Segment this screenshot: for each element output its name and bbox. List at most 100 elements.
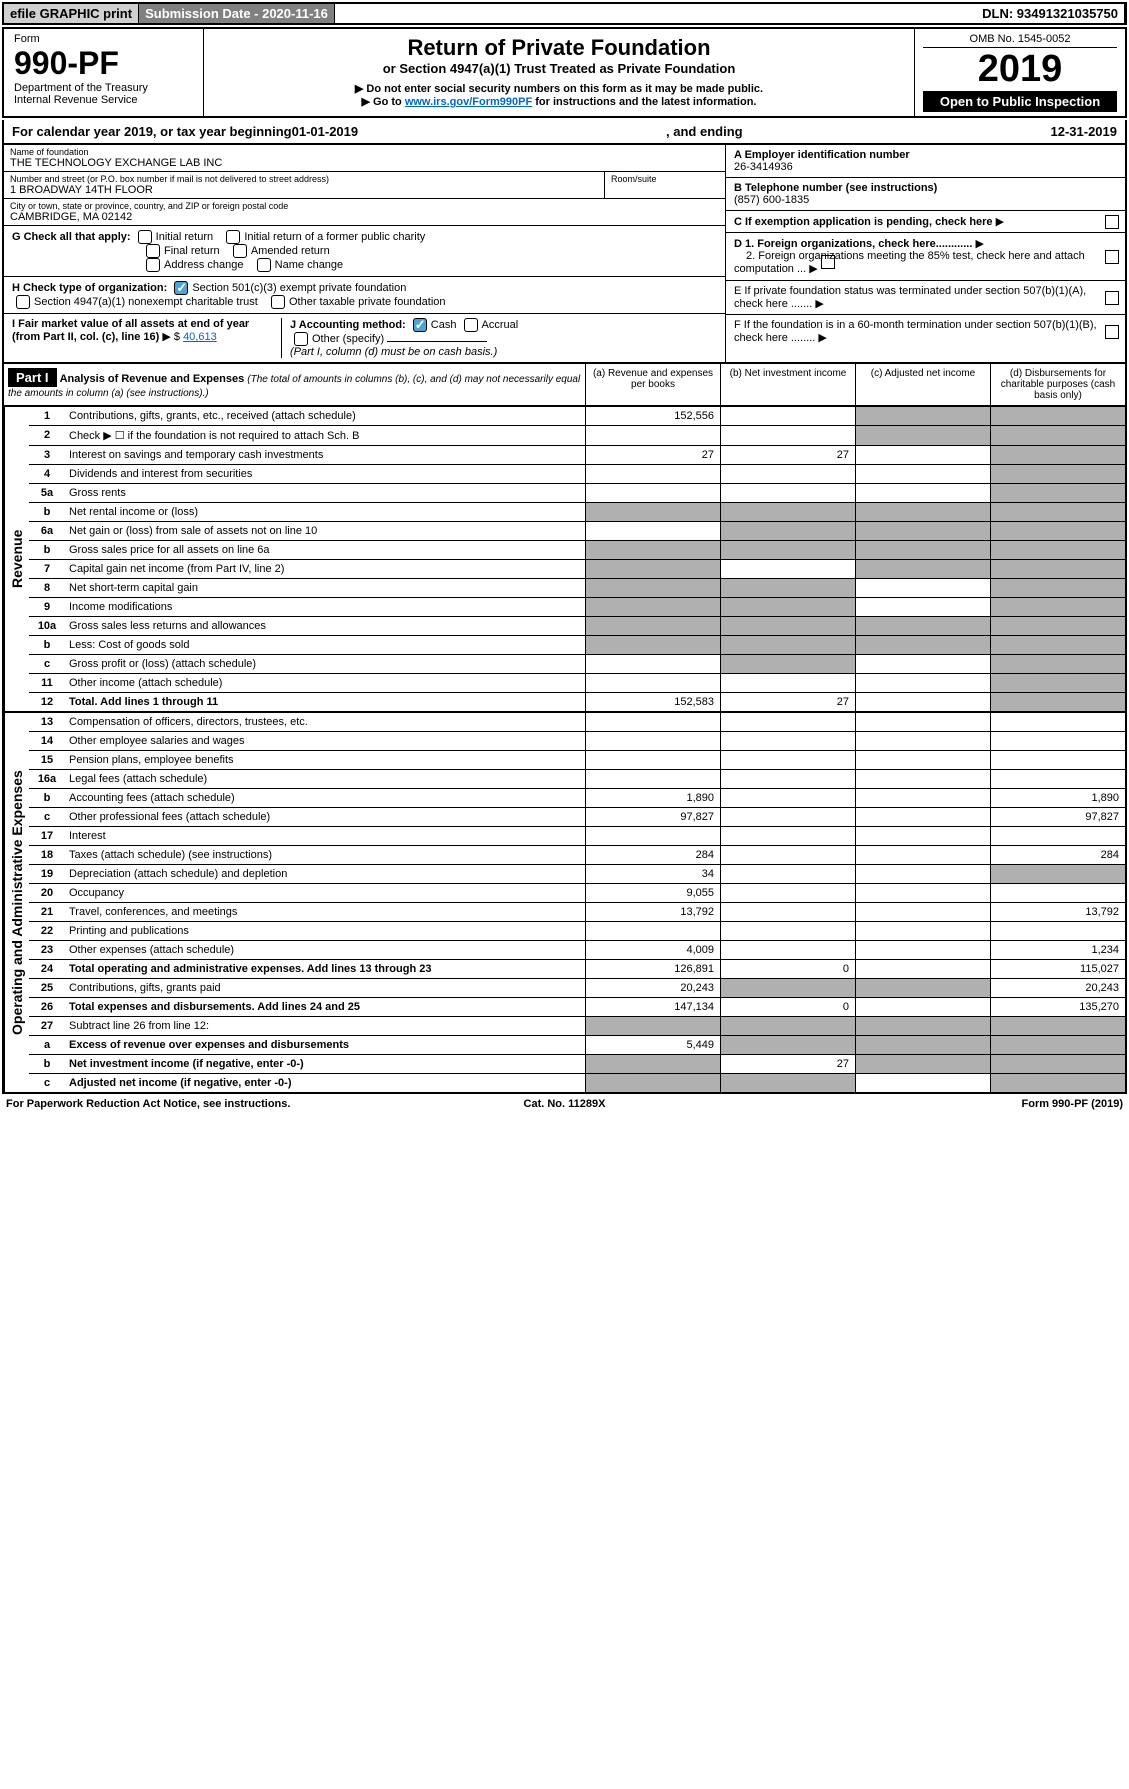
calyear-end: 12-31-2019: [1051, 124, 1118, 139]
value-cell-d: 1,234: [990, 941, 1125, 959]
value-cell-c: [855, 1074, 990, 1092]
line-description: Legal fees (attach schedule): [65, 770, 585, 788]
table-row: cOther professional fees (attach schedul…: [29, 808, 1125, 827]
open-public: Open to Public Inspection: [923, 91, 1117, 112]
value-cell-b: [720, 903, 855, 921]
4947-check[interactable]: [16, 295, 30, 309]
h2: Section 4947(a)(1) nonexempt charitable …: [34, 296, 258, 308]
form-link[interactable]: www.irs.gov/Form990PF: [405, 96, 532, 108]
value-cell-b: [720, 503, 855, 521]
submission-date: Submission Date - 2020-11-16: [139, 4, 335, 23]
phone: (857) 600-1835: [734, 194, 809, 206]
part1-header-row: Part I Analysis of Revenue and Expenses …: [2, 364, 1127, 407]
initial-former-check[interactable]: [226, 230, 240, 244]
value-cell-c: [855, 903, 990, 921]
address-change-check[interactable]: [146, 258, 160, 272]
value-cell-d: 284: [990, 846, 1125, 864]
line-description: Capital gain net income (from Part IV, l…: [65, 560, 585, 578]
value-cell-a: [585, 770, 720, 788]
value-cell-a: [585, 465, 720, 483]
line-number: c: [29, 1074, 65, 1092]
form-number: 990-PF: [14, 45, 193, 82]
value-cell-a: [585, 1074, 720, 1092]
value-cell-a: [585, 713, 720, 731]
part1-title: Analysis of Revenue and Expenses: [60, 373, 245, 385]
line-number: 21: [29, 903, 65, 921]
d1-check[interactable]: [1105, 250, 1119, 264]
value-cell-c: [855, 693, 990, 711]
cash-check[interactable]: [413, 318, 427, 332]
value-cell-b: [720, 522, 855, 540]
line-description: Contributions, gifts, grants paid: [65, 979, 585, 997]
value-cell-a: [585, 503, 720, 521]
line-number: 6a: [29, 522, 65, 540]
header-subtitle: or Section 4947(a)(1) Trust Treated as P…: [214, 61, 904, 76]
value-cell-d: [990, 827, 1125, 845]
value-cell-d: [990, 884, 1125, 902]
value-cell-b: [720, 598, 855, 616]
other-method-check[interactable]: [294, 332, 308, 346]
final-return-check[interactable]: [146, 244, 160, 258]
g2: Initial return of a former public charit…: [244, 231, 425, 243]
value-cell-c: [855, 1036, 990, 1054]
table-row: bAccounting fees (attach schedule)1,8901…: [29, 789, 1125, 808]
value-cell-b: 27: [720, 693, 855, 711]
line-description: Printing and publications: [65, 922, 585, 940]
table-row: aExcess of revenue over expenses and dis…: [29, 1036, 1125, 1055]
line-description: Adjusted net income (if negative, enter …: [65, 1074, 585, 1092]
c-label: C If exemption application is pending, c…: [734, 216, 993, 228]
initial-return-check[interactable]: [138, 230, 152, 244]
table-row: 13Compensation of officers, directors, t…: [29, 713, 1125, 732]
value-cell-c: [855, 579, 990, 597]
value-cell-c: [855, 713, 990, 731]
table-row: 3Interest on savings and temporary cash …: [29, 446, 1125, 465]
accrual-check[interactable]: [464, 318, 478, 332]
line-number: b: [29, 789, 65, 807]
value-cell-a: [585, 732, 720, 750]
line-description: Total operating and administrative expen…: [65, 960, 585, 978]
f-check[interactable]: [1105, 325, 1119, 339]
line-number: 25: [29, 979, 65, 997]
efile-btn[interactable]: efile GRAPHIC print: [4, 4, 139, 23]
other-taxable-check[interactable]: [271, 295, 285, 309]
table-row: 10aGross sales less returns and allowanc…: [29, 617, 1125, 636]
value-cell-b: 27: [720, 446, 855, 464]
line-number: 1: [29, 407, 65, 425]
value-cell-a: [585, 541, 720, 559]
expenses-section: Operating and Administrative Expenses 13…: [2, 713, 1127, 1094]
line-number: 13: [29, 713, 65, 731]
value-cell-c: [855, 484, 990, 502]
value-cell-a: 152,556: [585, 407, 720, 425]
value-cell-c: [855, 979, 990, 997]
line-description: Contributions, gifts, grants, etc., rece…: [65, 407, 585, 425]
g3: Final return: [164, 245, 220, 257]
d2-label: 2. Foreign organizations meeting the 85%…: [734, 250, 1085, 275]
amended-check[interactable]: [233, 244, 247, 258]
value-cell-b: 0: [720, 998, 855, 1016]
value-cell-d: [990, 598, 1125, 616]
value-cell-d: [990, 541, 1125, 559]
e-check[interactable]: [1105, 291, 1119, 305]
value-cell-c: [855, 426, 990, 445]
table-row: 27Subtract line 26 from line 12:: [29, 1017, 1125, 1036]
c-check[interactable]: [1105, 215, 1119, 229]
line-description: Occupancy: [65, 884, 585, 902]
value-cell-a: [585, 674, 720, 692]
name-label: Name of foundation: [10, 147, 719, 157]
501c3-check[interactable]: [174, 281, 188, 295]
fmv-value[interactable]: 40,613: [183, 331, 217, 343]
line-description: Net rental income or (loss): [65, 503, 585, 521]
city-label: City or town, state or province, country…: [10, 201, 719, 211]
table-row: 16aLegal fees (attach schedule): [29, 770, 1125, 789]
name-change-check[interactable]: [257, 258, 271, 272]
line-description: Less: Cost of goods sold: [65, 636, 585, 654]
d2-check[interactable]: [821, 255, 835, 269]
main-info: Name of foundation THE TECHNOLOGY EXCHAN…: [2, 145, 1127, 364]
value-cell-c: [855, 503, 990, 521]
table-row: 26Total expenses and disbursements. Add …: [29, 998, 1125, 1017]
value-cell-c: [855, 770, 990, 788]
value-cell-b: [720, 579, 855, 597]
f-label: F If the foundation is in a 60-month ter…: [734, 319, 1097, 344]
table-row: 25Contributions, gifts, grants paid20,24…: [29, 979, 1125, 998]
value-cell-d: [990, 636, 1125, 654]
